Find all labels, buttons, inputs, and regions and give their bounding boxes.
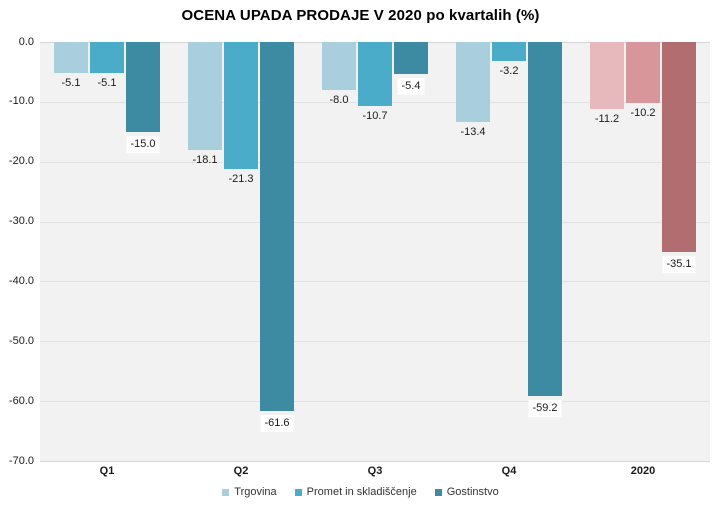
bar-wrap: -15.0 bbox=[126, 42, 160, 461]
bar-2020-1 bbox=[626, 42, 660, 103]
legend-label: Trgovina bbox=[234, 486, 277, 498]
bar-Q3-2 bbox=[394, 42, 428, 74]
chart-title: OCENA UPADA PRODAJE V 2020 po kvartalih … bbox=[181, 7, 540, 24]
gridline bbox=[40, 162, 710, 163]
bar-value-label: -61.6 bbox=[260, 415, 294, 432]
bar-Q1-2 bbox=[126, 42, 160, 132]
bar-Q3-1 bbox=[358, 42, 392, 106]
bar-value-label: -18.1 bbox=[192, 154, 218, 166]
bar-2020-0 bbox=[590, 42, 624, 109]
bar-wrap: -21.3 bbox=[224, 42, 258, 461]
bar-wrap: -5.4 bbox=[394, 42, 428, 461]
bar-Q4-0 bbox=[456, 42, 490, 122]
bar-group-Q1: -5.1 -5.1 -15.0 bbox=[40, 42, 174, 461]
legend-item: Promet in skladiščenje bbox=[294, 486, 417, 498]
bar-wrap: -8.0 bbox=[322, 42, 356, 461]
bar-value-label: -15.0 bbox=[126, 136, 160, 153]
x-tick-label-Q4: Q4 bbox=[501, 465, 517, 477]
y-tick-label: -40.0 bbox=[8, 275, 34, 287]
bar-wrap: -5.1 bbox=[90, 42, 124, 461]
y-tick-label: 0.0 bbox=[18, 36, 34, 48]
bar-Q2-1 bbox=[224, 42, 258, 169]
bar-2020-2 bbox=[662, 42, 696, 252]
bar-group-Q2: -18.1 -21.3 -61.6 bbox=[174, 42, 308, 461]
y-tick-label: -30.0 bbox=[8, 215, 34, 227]
legend-swatch-icon bbox=[294, 488, 302, 496]
bar-value-label: -21.3 bbox=[228, 173, 254, 185]
bar-groups: -5.1 -5.1 -15.0 -18.1 -21.3 -61.6 -8.0 -10.7 -5.… bbox=[40, 42, 710, 461]
legend-item: Gostinstvo bbox=[434, 486, 499, 498]
y-tick-label: -10.0 bbox=[8, 95, 34, 107]
x-tick-label-Q3: Q3 bbox=[367, 465, 383, 477]
bar-value-label: -59.2 bbox=[528, 400, 562, 417]
bar-value-label: -8.0 bbox=[329, 94, 349, 106]
gridline bbox=[40, 281, 710, 282]
plot-area: -5.1 -5.1 -15.0 -18.1 -21.3 -61.6 -8.0 -10.7 -5.… bbox=[40, 42, 710, 462]
bar-value-label: -35.1 bbox=[662, 256, 696, 273]
bar-value-label: -3.2 bbox=[499, 65, 519, 77]
bar-value-label: -5.1 bbox=[61, 77, 81, 89]
bar-Q4-2 bbox=[528, 42, 562, 396]
y-tick-label: -60.0 bbox=[8, 395, 34, 407]
y-tick-label: -50.0 bbox=[8, 335, 34, 347]
legend: Trgovina Promet in skladiščenje Gostinstvo bbox=[0, 486, 721, 498]
x-axis-labels: Q1 Q2 Q3 Q4 2020 bbox=[40, 465, 710, 477]
y-tick-label: -70.0 bbox=[8, 455, 34, 467]
legend-swatch-icon bbox=[222, 488, 230, 496]
bar-wrap: -10.2 bbox=[626, 42, 660, 461]
bar-value-label: -13.4 bbox=[460, 126, 486, 138]
bar-value-label: -11.2 bbox=[594, 113, 620, 125]
bar-group-Q3: -8.0 -10.7 -5.4 bbox=[308, 42, 442, 461]
x-tick-label-Q1: Q1 bbox=[99, 465, 115, 477]
bar-wrap: -3.2 bbox=[492, 42, 526, 461]
legend-swatch-icon bbox=[434, 488, 442, 496]
bar-Q2-0 bbox=[188, 42, 222, 150]
bar-value-label: -5.1 bbox=[97, 77, 117, 89]
bar-group-2020: -11.2 -10.2 -35.1 bbox=[576, 42, 710, 461]
bar-Q1-0 bbox=[54, 42, 88, 73]
x-tick-label-2020: 2020 bbox=[630, 465, 656, 477]
gridline bbox=[40, 341, 710, 342]
legend-label: Promet in skladiščenje bbox=[306, 486, 417, 498]
bar-group-Q4: -13.4 -3.2 -59.2 bbox=[442, 42, 576, 461]
bar-wrap: -10.7 bbox=[358, 42, 392, 461]
bar-wrap: -11.2 bbox=[590, 42, 624, 461]
gridline bbox=[40, 222, 710, 223]
bar-Q1-1 bbox=[90, 42, 124, 73]
bar-wrap: -13.4 bbox=[456, 42, 490, 461]
bar-value-label: -10.7 bbox=[362, 110, 388, 122]
x-tick-label-Q2: Q2 bbox=[233, 465, 249, 477]
bar-Q3-0 bbox=[322, 42, 356, 90]
gridline bbox=[40, 401, 710, 402]
bar-wrap: -35.1 bbox=[662, 42, 696, 461]
bar-wrap: -61.6 bbox=[260, 42, 294, 461]
bar-wrap: -18.1 bbox=[188, 42, 222, 461]
legend-label: Gostinstvo bbox=[446, 486, 499, 498]
legend-item: Trgovina bbox=[222, 486, 277, 498]
gridline bbox=[40, 461, 710, 462]
bar-value-label: -5.4 bbox=[397, 78, 425, 95]
bar-value-label: -10.2 bbox=[630, 107, 656, 119]
y-tick-label: -20.0 bbox=[8, 155, 34, 167]
bar-Q2-2 bbox=[260, 42, 294, 411]
bar-wrap: -5.1 bbox=[54, 42, 88, 461]
bar-wrap: -59.2 bbox=[528, 42, 562, 461]
bar-Q4-1 bbox=[492, 42, 526, 61]
